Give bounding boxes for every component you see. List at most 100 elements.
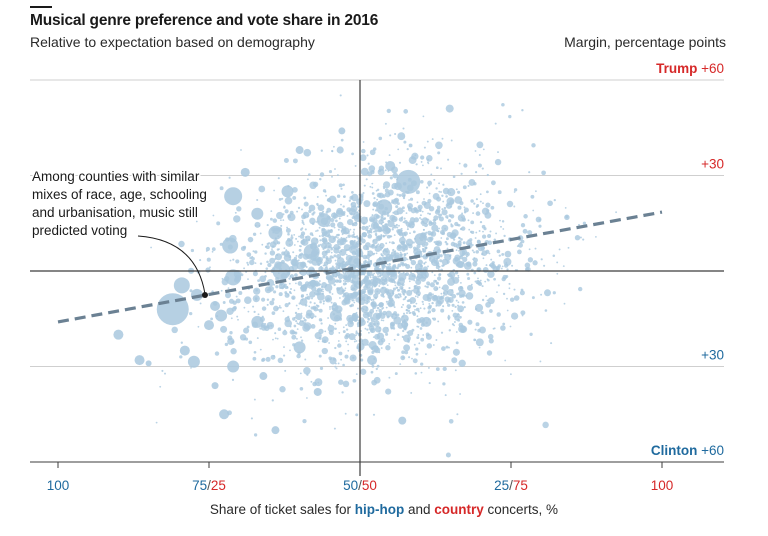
- data-point: [427, 180, 433, 186]
- data-point: [456, 304, 460, 307]
- data-point: [467, 319, 473, 325]
- data-point: [336, 257, 345, 265]
- data-point: [308, 305, 311, 308]
- data-point: [422, 228, 425, 231]
- data-point: [222, 301, 226, 304]
- data-point: [438, 286, 441, 289]
- data-point: [410, 391, 413, 394]
- y-tick-label: +30: [701, 348, 724, 363]
- data-point: [352, 356, 355, 359]
- data-point: [439, 296, 443, 301]
- data-point: [389, 214, 396, 221]
- data-point: [228, 176, 231, 179]
- data-point: [433, 286, 439, 292]
- data-point: [423, 222, 429, 228]
- data-point: [330, 251, 333, 254]
- data-point: [238, 291, 243, 295]
- data-point: [249, 259, 255, 266]
- data-point: [378, 264, 381, 267]
- data-point: [295, 313, 303, 321]
- data-point: [282, 213, 285, 216]
- data-point: [439, 213, 443, 217]
- data-point: [298, 320, 305, 327]
- data-point: [282, 330, 288, 336]
- data-point: [440, 167, 442, 170]
- data-point: [394, 284, 397, 287]
- data-point: [455, 341, 459, 345]
- data-point: [366, 328, 369, 331]
- data-point: [500, 325, 506, 331]
- data-point: [328, 324, 331, 327]
- data-point: [459, 294, 463, 298]
- data-point: [379, 311, 383, 314]
- data-point: [386, 247, 389, 250]
- data-point: [485, 264, 488, 267]
- data-point: [334, 327, 337, 331]
- data-point: [428, 212, 432, 216]
- data-point: [381, 229, 384, 232]
- data-point: [371, 364, 375, 368]
- data-point: [309, 217, 316, 225]
- data-point: [382, 250, 385, 253]
- data-point: [309, 279, 316, 287]
- data-point: [478, 154, 481, 156]
- data-point: [441, 194, 444, 198]
- data-point: [276, 211, 284, 220]
- data-point: [195, 220, 198, 223]
- data-point: [261, 243, 264, 246]
- data-point: [524, 262, 531, 269]
- data-point: [317, 244, 321, 247]
- data-point: [413, 249, 416, 252]
- y-tick-label-value: +60: [701, 443, 724, 458]
- data-point: [397, 322, 404, 329]
- x-axis-label-and: and: [404, 502, 435, 517]
- data-point: [350, 212, 353, 215]
- data-point: [394, 218, 397, 221]
- data-point: [436, 243, 439, 246]
- data-point: [328, 290, 332, 294]
- data-point: [408, 356, 411, 359]
- data-point: [486, 350, 493, 356]
- data-point: [283, 285, 286, 288]
- data-point: [410, 217, 415, 222]
- data-point: [261, 315, 264, 318]
- data-point: [336, 174, 339, 177]
- data-point: [369, 149, 376, 156]
- data-point: [482, 148, 485, 151]
- data-point: [487, 333, 494, 340]
- data-point: [353, 317, 358, 322]
- data-point: [303, 148, 312, 157]
- data-point: [396, 266, 399, 270]
- annotation-line: predicted voting: [32, 223, 127, 238]
- data-point: [396, 202, 400, 206]
- data-point: [454, 271, 459, 275]
- data-point: [501, 103, 505, 107]
- data-point: [342, 292, 347, 297]
- data-point: [523, 214, 528, 219]
- data-point: [357, 205, 360, 208]
- data-point: [322, 302, 325, 305]
- data-point: [380, 215, 384, 219]
- data-point: [379, 268, 382, 270]
- data-point: [321, 340, 324, 343]
- data-point: [479, 326, 486, 334]
- data-point: [340, 358, 342, 361]
- data-point: [441, 346, 446, 351]
- data-point: [337, 233, 340, 237]
- data-point: [486, 190, 489, 194]
- data-point: [374, 325, 382, 333]
- data-point: [408, 287, 411, 290]
- data-point: [189, 289, 193, 293]
- data-point: [368, 165, 376, 172]
- data-point: [299, 287, 302, 289]
- data-point: [389, 235, 392, 237]
- data-point: [342, 330, 346, 334]
- data-point: [288, 282, 291, 285]
- data-point: [287, 232, 290, 236]
- data-point: [269, 300, 275, 306]
- data-point: [353, 301, 356, 304]
- title-rule: [30, 6, 52, 8]
- x-axis-label-prefix: Share of ticket sales for: [209, 502, 355, 517]
- data-point: [351, 287, 355, 291]
- data-point: [502, 322, 506, 326]
